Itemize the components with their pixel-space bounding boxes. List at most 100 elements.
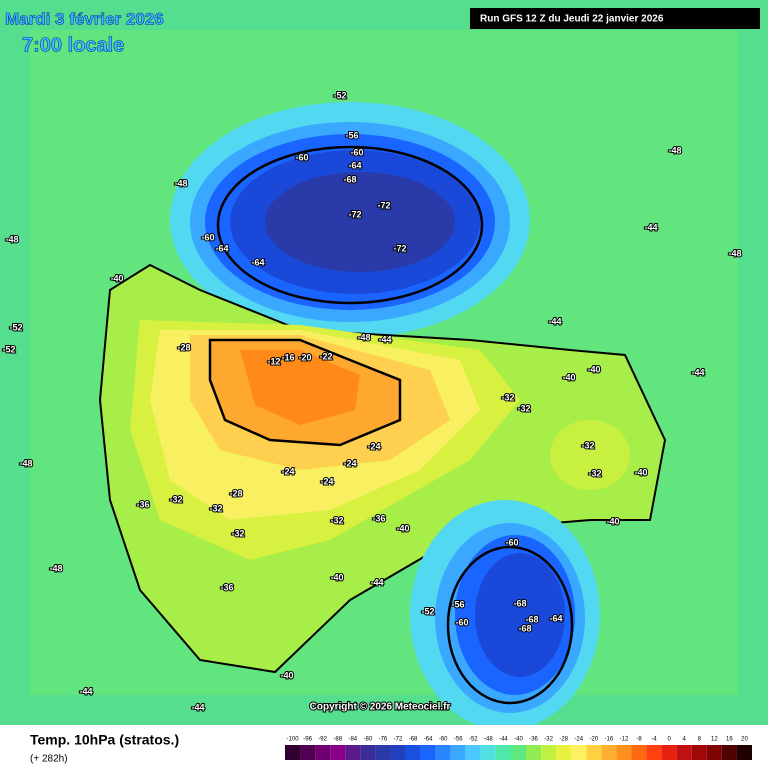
contour-label: -64: [251, 257, 264, 267]
contour-label: -40: [280, 670, 293, 680]
scale-tick-label: -8: [636, 737, 642, 743]
scale-swatch: [541, 745, 557, 760]
contour-label: -60: [295, 152, 308, 162]
scale-tick-label: -52: [469, 737, 478, 743]
scale-tick-label: -40: [514, 737, 523, 743]
scale-tick-label: -20: [589, 737, 598, 743]
scale-tick-label: -28: [559, 737, 568, 743]
contour-label: -68: [518, 623, 531, 633]
contour-label: -60: [350, 147, 363, 157]
contour-label: -32: [169, 494, 182, 504]
contour-label: -60: [455, 617, 468, 627]
contour-label: -68: [343, 174, 356, 184]
scale-tick-label: -88: [333, 737, 342, 743]
scale-tick-label: -4: [651, 737, 657, 743]
contour-label: -36: [220, 582, 233, 592]
cold-vortex-north: [170, 102, 530, 338]
scale-swatch: [736, 745, 752, 760]
contour-label: -44: [370, 577, 383, 587]
scale-tick-label: 8: [698, 737, 702, 743]
scale-swatch: [360, 745, 376, 760]
scale-tick-label: -32: [544, 737, 553, 743]
local-time: 7:00 locale: [22, 34, 124, 56]
scale-swatch: [721, 745, 737, 760]
contour-label: -32: [517, 403, 530, 413]
scale-tick-label: -100: [287, 737, 300, 743]
contour-label: -72: [348, 209, 361, 219]
contour-labels: -72-72-72-68-64-60-60-56-52-64-64-60-48-…: [1, 89, 742, 713]
contour-label: -36: [372, 513, 385, 523]
scale-swatch: [330, 745, 346, 760]
contour-label: -22: [319, 351, 332, 361]
contour-label: -44: [644, 222, 657, 232]
scale-tick-label: -60: [439, 737, 448, 743]
contour-label: -64: [549, 613, 562, 623]
contour-label: -44: [191, 702, 204, 712]
scale-swatch: [601, 745, 617, 760]
color-scale: -100 -96 -92 -88 -84 -80 -76 -72 -68 -64 -60 -56 -52…: [285, 737, 752, 760]
scale-swatch: [526, 745, 542, 760]
scale-tick-label: -24: [574, 737, 583, 743]
contour-label: -16: [281, 352, 294, 362]
contour-label: -24: [343, 458, 356, 468]
contour-label: -48: [49, 563, 62, 573]
contour-label: -48: [357, 332, 370, 342]
scale-swatch: [375, 745, 391, 760]
scale-tick-label: -76: [379, 737, 388, 743]
scale-tick-label: 16: [726, 737, 733, 743]
scale-swatch: [616, 745, 632, 760]
contour-label: -32: [588, 468, 601, 478]
scale-tick-label: -16: [605, 737, 614, 743]
contour-label: -24: [320, 476, 333, 486]
scale-tick-label: -44: [499, 737, 508, 743]
contour-label: -48: [5, 234, 18, 244]
scale-tick-label: -68: [409, 737, 418, 743]
footer-title: Temp. 10hPa (stratos.): [30, 732, 179, 748]
scale-swatch: [510, 745, 527, 760]
scale-swatch: [480, 745, 496, 760]
contour-label: -40: [562, 372, 575, 382]
contour-label: -44: [548, 316, 561, 326]
scale-swatch: [315, 745, 331, 760]
contour-label: -72: [377, 200, 390, 210]
contour-label: -40: [606, 516, 619, 526]
contour-label: -32: [501, 392, 514, 402]
contour-label: -48: [19, 458, 32, 468]
contour-label: -36: [136, 499, 149, 509]
contour-label: -28: [177, 342, 190, 352]
scale-swatch: [586, 745, 602, 760]
scale-tick-label: -96: [303, 737, 312, 743]
contour-label: -20: [298, 352, 311, 362]
contour-label: -44: [378, 334, 391, 344]
contour-label: -48: [728, 248, 741, 258]
contour-label: -52: [333, 90, 346, 100]
contour-label: -32: [330, 515, 343, 525]
contour-label: -60: [505, 537, 518, 547]
scale-tick-label: 20: [741, 737, 748, 743]
contour-label: -56: [451, 599, 464, 609]
scale-swatch: [676, 745, 692, 760]
cold-vortex-south: [410, 500, 600, 730]
scale-swatch: [285, 745, 301, 760]
scale-tick-label: -84: [348, 737, 357, 743]
contour-label: -64: [348, 160, 361, 170]
contour-label: -56: [345, 130, 358, 140]
scale-swatch: [661, 745, 677, 760]
scale-tick-label: -64: [424, 737, 433, 743]
scale-tick-label: 0: [667, 737, 671, 743]
contour-label: -40: [587, 364, 600, 374]
scale-tick-label: -80: [364, 737, 373, 743]
contour-label: -72: [393, 243, 406, 253]
contour-label: -48: [668, 145, 681, 155]
scale-swatch: [495, 745, 511, 760]
contour-label: -52: [421, 606, 434, 616]
warm-region: [98, 263, 667, 674]
scale-tick-label: -12: [620, 737, 629, 743]
scale-tick-label: -56: [454, 737, 463, 743]
scale-swatch: [390, 745, 406, 760]
contour-label: -44: [691, 367, 704, 377]
forecast-lead: (+ 282h): [30, 754, 68, 765]
contour-label: -12: [267, 356, 280, 366]
